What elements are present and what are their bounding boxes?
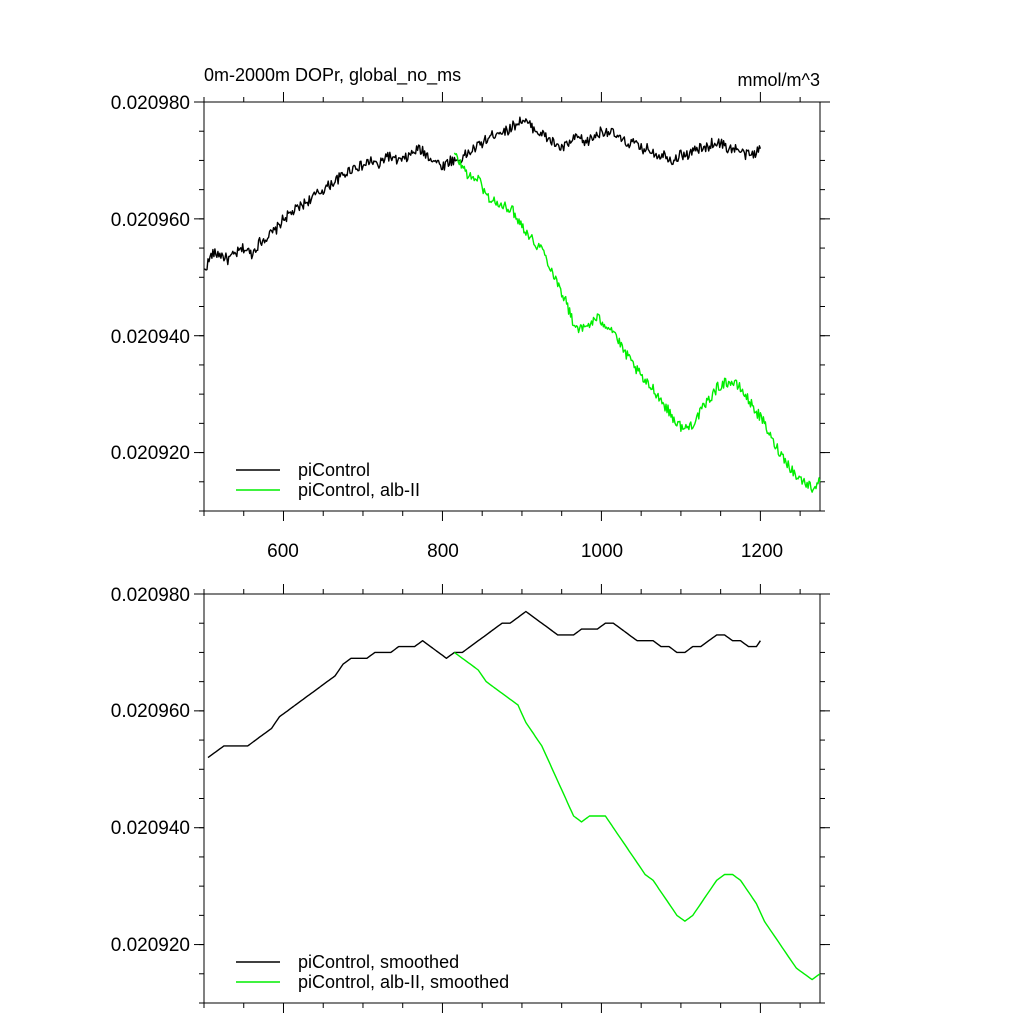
y-tick-label: 0.020980 xyxy=(111,93,190,114)
y-tick-label: 0.020920 xyxy=(111,443,190,464)
legend-label-picontrol: piControl xyxy=(298,460,370,480)
series-line-picontrol-alb-ii xyxy=(453,152,821,493)
top-series-lines xyxy=(203,116,821,493)
x-tick-label: 1000 xyxy=(581,541,623,562)
bottom-axis-ticks xyxy=(194,584,830,1013)
y-tick-label: 0.020940 xyxy=(111,327,190,348)
units-label: mmol/m^3 xyxy=(738,70,820,90)
bottom-series-lines xyxy=(207,610,821,981)
chart-title: 0m-2000m DOPr, global_no_ms xyxy=(204,65,461,86)
series-line-picontrol xyxy=(203,116,762,271)
legend-label-alb-ii: piControl, alb-II xyxy=(298,480,420,500)
series-line-picontrol-alb-ii-smoothed xyxy=(453,651,821,981)
y-tick-label: 0.020980 xyxy=(111,585,190,606)
bottom-panel: 0.020920 0.020940 0.020960 0.020980 piCo… xyxy=(111,584,830,1013)
y-tick-label: 0.020960 xyxy=(111,210,190,231)
bottom-plot-frame xyxy=(203,593,821,1004)
y-tick-label: 0.020940 xyxy=(111,818,190,839)
top-plot-frame xyxy=(203,101,821,512)
top-axis-ticks xyxy=(194,92,830,521)
y-tick-label: 0.020960 xyxy=(111,701,190,722)
x-tick-label: 800 xyxy=(427,541,459,562)
x-tick-label: 1200 xyxy=(741,541,783,562)
legend-label-alb-ii-smoothed: piControl, alb-II, smoothed xyxy=(298,972,509,992)
legend-label-picontrol-smoothed: piControl, smoothed xyxy=(298,952,459,972)
series-line-picontrol-smoothed xyxy=(207,610,761,759)
y-tick-label: 0.020920 xyxy=(111,935,190,956)
top-panel: 0m-2000m DOPr, global_no_ms mmol/m^3 0.0… xyxy=(111,65,830,562)
x-tick-label: 600 xyxy=(267,541,299,562)
